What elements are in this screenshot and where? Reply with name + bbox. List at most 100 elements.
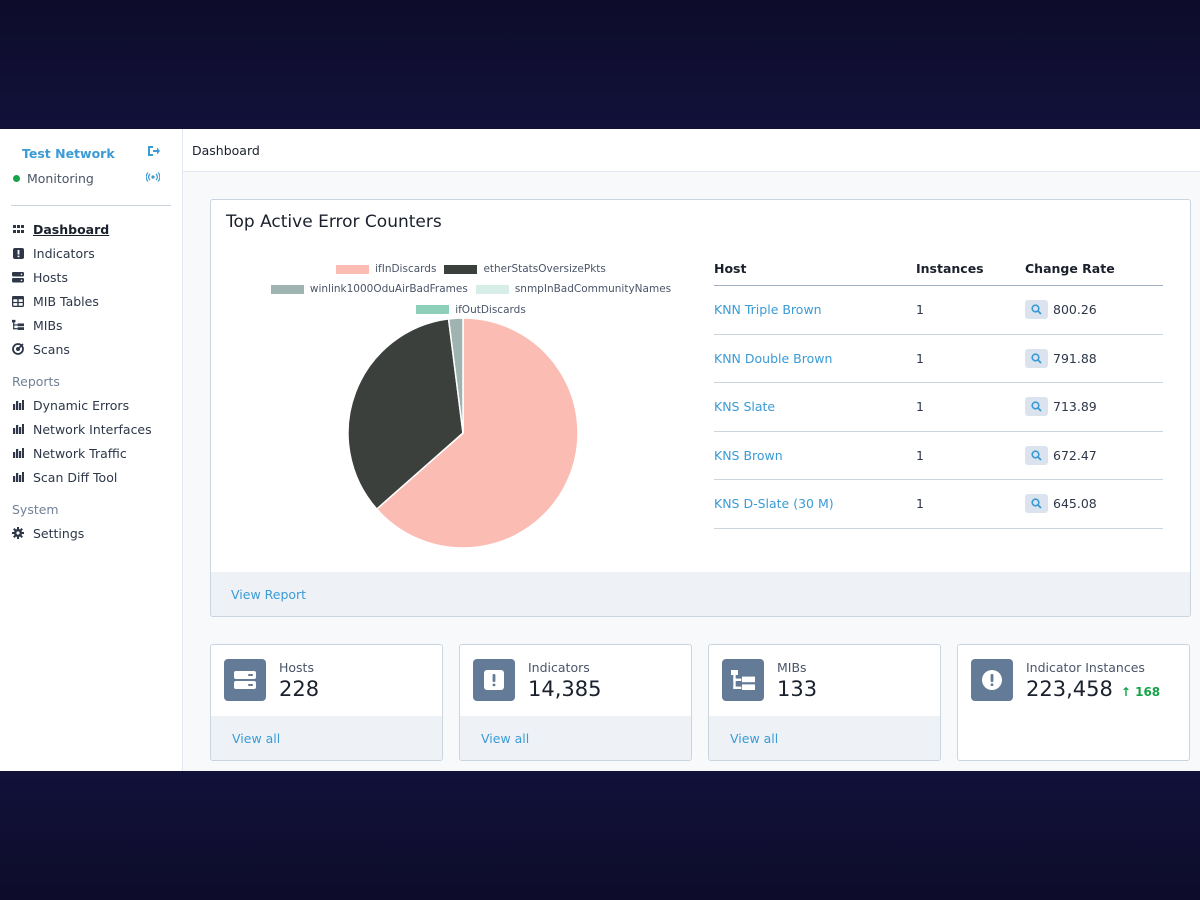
main-content: Dashboard Top Active Error Counters ifIn…: [183, 129, 1200, 771]
change-rate-value: 800.26: [1053, 302, 1097, 318]
sidebar-item-label: Settings: [33, 525, 85, 541]
search-icon[interactable]: [1025, 494, 1048, 514]
table-header: Host Instances Change Rate: [714, 252, 1163, 286]
card-value: 228: [279, 677, 320, 701]
background-top: [0, 0, 1200, 129]
sidebar-item-indicators[interactable]: Indicators: [0, 241, 182, 265]
status-dot: [13, 174, 20, 182]
bar-chart-icon: [12, 423, 24, 435]
table-row: KNS D-Slate (30 M) 1 645.08: [714, 480, 1163, 529]
legend-label: ifOutDiscards: [455, 303, 526, 316]
search-icon[interactable]: [1025, 300, 1048, 320]
sidebar-item-scan-diff-tool[interactable]: Scan Diff Tool: [0, 465, 182, 489]
sidebar-item-dashboard[interactable]: Dashboard: [0, 217, 182, 241]
instances-cell: 1: [916, 447, 924, 463]
column-header-host: Host: [714, 261, 747, 276]
instances-cell: 1: [916, 350, 924, 366]
pie-slice-ifInDiscards[interactable]: [375, 317, 579, 549]
table-row: KNS Slate 1 713.89: [714, 383, 1163, 432]
search-icon[interactable]: [1025, 445, 1048, 465]
sidebar-item-label: Scan Diff Tool: [33, 469, 118, 485]
legend-label: winlink1000OduAirBadFrames: [309, 283, 468, 296]
card-label: Indicators: [528, 660, 590, 675]
sidebar-item-dynamic-errors[interactable]: Dynamic Errors: [0, 393, 182, 417]
tree-icon: [722, 659, 764, 701]
legend-swatch: [444, 264, 478, 274]
reports-section-title: Reports: [12, 374, 60, 389]
change-rate-value: 713.89: [1053, 399, 1097, 415]
sidebar-item-mib-tables[interactable]: MIB Tables: [0, 289, 182, 313]
sidebar-item-label: Network Traffic: [33, 445, 127, 461]
table-icon: [12, 295, 24, 307]
card-delta-value: 168: [1135, 685, 1161, 699]
view-report-link[interactable]: View Report: [231, 586, 307, 602]
sidebar-item-network-interfaces[interactable]: Network Interfaces: [0, 417, 182, 441]
grid-icon: [12, 223, 24, 235]
instances-cell: 1: [916, 302, 924, 318]
arrow-up-icon: ↑: [1120, 685, 1131, 699]
alert-circle-icon: [971, 659, 1013, 701]
sidebar: Test Network Monitoring Dashboard Indicat…: [0, 129, 183, 771]
search-icon[interactable]: [1025, 397, 1048, 417]
instances-cell: 1: [916, 496, 924, 512]
legend-item[interactable]: winlink1000OduAirBadFrames: [270, 280, 468, 299]
broadcast-icon[interactable]: [145, 171, 161, 185]
app-window: Test Network Monitoring Dashboard Indicat…: [0, 129, 1200, 771]
view-all-link[interactable]: View all: [730, 730, 779, 746]
card-value: 133: [777, 677, 818, 701]
sidebar-item-settings[interactable]: Settings: [0, 521, 182, 545]
change-rate-value: 791.88: [1053, 350, 1097, 366]
card-label: Indicator Instances: [1026, 660, 1145, 675]
sidebar-item-scans[interactable]: Scans: [0, 337, 182, 361]
legend-item[interactable]: ifOutDiscards: [416, 301, 526, 320]
panel-title: Top Active Error Counters: [226, 212, 442, 232]
panel-footer: View Report: [211, 572, 1190, 616]
sidebar-item-label: Dashboard: [33, 221, 110, 237]
sidebar-item-label: Scans: [33, 341, 70, 357]
server-icon: [12, 271, 24, 283]
card-mibs: MIBs 133 View all: [708, 644, 941, 761]
search-icon[interactable]: [1025, 348, 1048, 368]
host-link[interactable]: KNN Triple Brown: [714, 302, 822, 318]
gear-icon: [12, 527, 24, 539]
bar-chart-icon: [12, 399, 24, 411]
legend-swatch: [475, 285, 509, 294]
legend-label: ifInDiscards: [375, 263, 437, 275]
error-counters-table: Host Instances Change Rate KNN Triple Br…: [714, 252, 1163, 529]
host-link[interactable]: KNS Slate: [714, 399, 776, 415]
card-hosts: Hosts 228 View all: [210, 644, 443, 761]
host-link[interactable]: KNS Brown: [714, 447, 783, 463]
pie-slice-etherStatsOversizePkts[interactable]: [347, 318, 464, 511]
error-counters-panel: Top Active Error Counters ifInDiscards et…: [210, 199, 1191, 617]
tree-icon: [12, 319, 24, 331]
sidebar-item-mibs[interactable]: MIBs: [0, 313, 182, 337]
logout-icon[interactable]: [147, 145, 160, 161]
alert-square-icon: [12, 247, 24, 259]
card-value: 14,385: [528, 677, 602, 701]
view-all-link[interactable]: View all: [232, 730, 281, 746]
legend-item[interactable]: snmpInBadCommunityNames: [475, 280, 672, 299]
card-delta: ↑ 168: [1121, 685, 1160, 699]
pie-slice-winlink1000OduAirBadFrames[interactable]: [447, 317, 464, 434]
background-bottom: [0, 771, 1200, 900]
sidebar-divider: [11, 205, 171, 206]
legend-item[interactable]: ifInDiscards: [336, 260, 436, 279]
legend-label: snmpInBadCommunityNames: [514, 283, 672, 296]
legend-item[interactable]: etherStatsOversizePkts: [444, 260, 606, 279]
org-name[interactable]: Test Network: [22, 145, 115, 161]
host-link[interactable]: KNS D-Slate (30 M): [714, 496, 834, 512]
chart-legend: ifInDiscards etherStatsOversizePkts winlin…: [261, 260, 681, 321]
sidebar-item-network-traffic[interactable]: Network Traffic: [0, 441, 182, 465]
sidebar-item-label: Indicators: [33, 245, 95, 261]
legend-label: etherStatsOversizePkts: [483, 263, 606, 275]
org-row: Test Network: [0, 129, 182, 163]
legend-swatch: [416, 305, 450, 315]
host-link[interactable]: KNN Double Brown: [714, 350, 833, 366]
breadcrumb: Dashboard: [183, 129, 1200, 172]
table-row: KNN Double Brown 1 791.88: [714, 335, 1163, 383]
view-all-link[interactable]: View all: [481, 730, 530, 746]
sidebar-item-hosts[interactable]: Hosts: [0, 265, 182, 289]
sidebar-item-label: Network Interfaces: [33, 421, 152, 437]
system-section-title: System: [12, 502, 59, 517]
card-indicators: Indicators 14,385 View all: [459, 644, 692, 761]
